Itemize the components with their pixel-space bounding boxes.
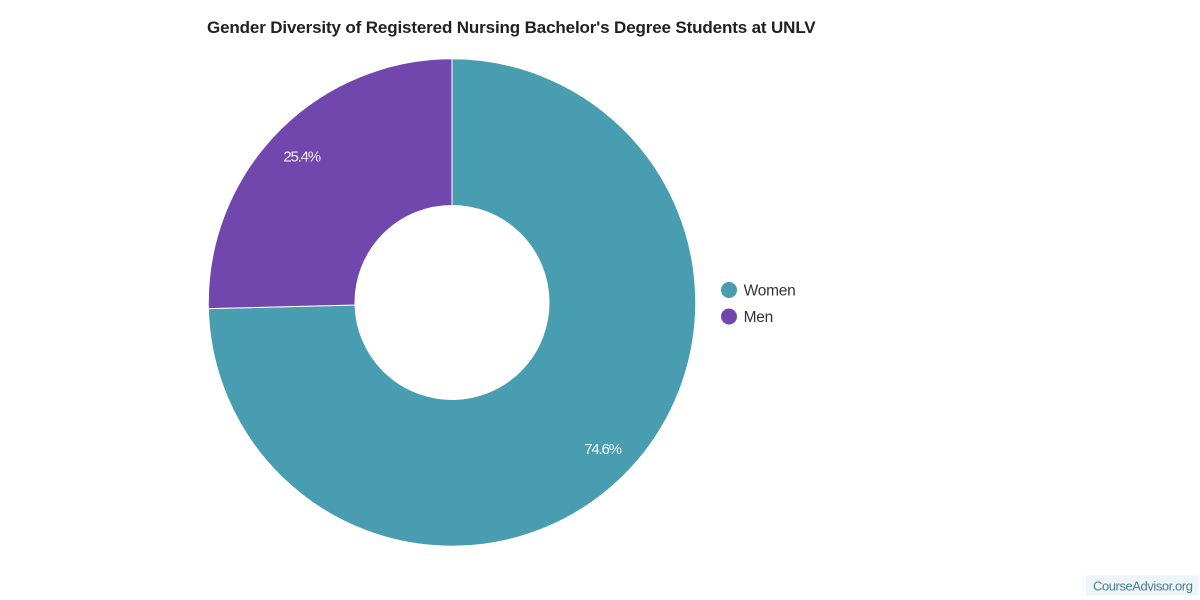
- svg-text:CourseAdvisor.org: CourseAdvisor.org: [1093, 579, 1193, 594]
- svg-text:Women: Women: [744, 283, 796, 300]
- svg-text:Gender Diversity of Registered: Gender Diversity of Registered Nursing B…: [207, 18, 816, 37]
- svg-text:25.4%: 25.4%: [283, 149, 320, 166]
- svg-text:74.6%: 74.6%: [584, 441, 621, 458]
- svg-text:Men: Men: [744, 309, 773, 326]
